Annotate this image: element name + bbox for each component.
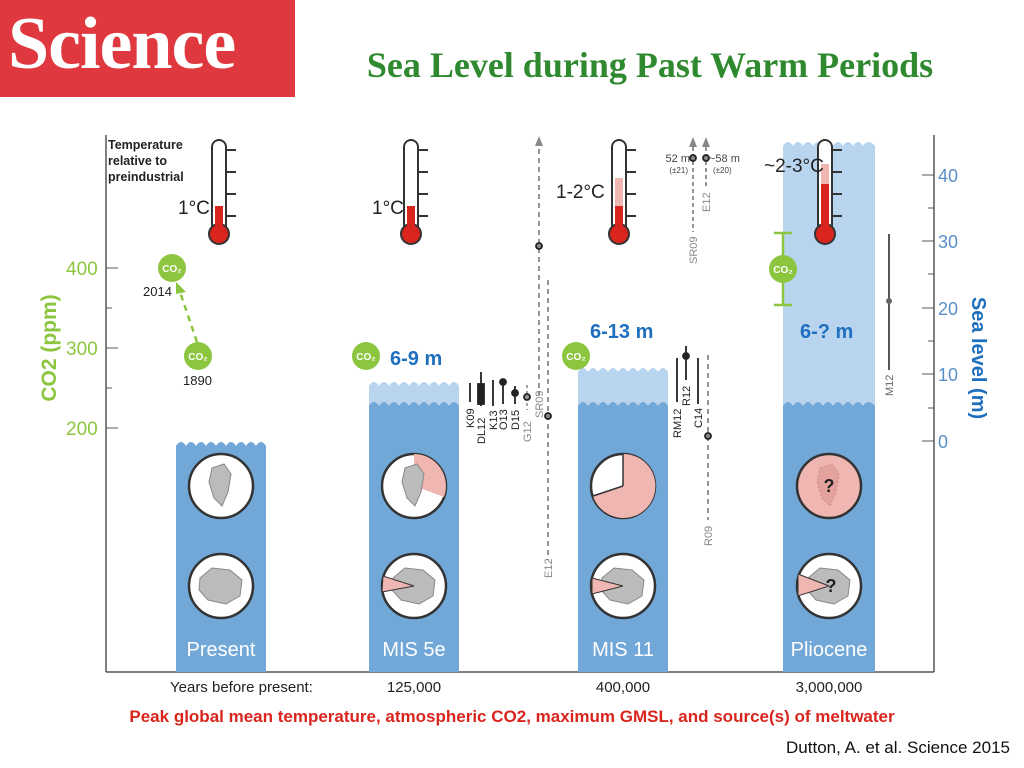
sea-tick-0: 0 xyxy=(938,432,948,452)
sea-tick-30: 30 xyxy=(938,232,958,252)
svg-text:O13: O13 xyxy=(498,409,510,430)
mis5e-source-labels: K09 DL12 K13 O13 D15 G12 SR09 E12 xyxy=(465,390,555,578)
pliocene-sea-level: 6-? m xyxy=(800,321,853,343)
greenland-question: ? xyxy=(824,476,835,496)
svg-text:R12: R12 xyxy=(681,386,693,406)
co2-badge xyxy=(352,342,380,370)
co2-year-2014: 2014 xyxy=(143,284,172,299)
svg-text:SR09: SR09 xyxy=(534,390,546,418)
mis11-water xyxy=(578,402,668,672)
column-pliocene: ? ? Pliocene ~2-3°C CO₂ 6-? m 3,000,000 … xyxy=(764,139,896,696)
svg-text:E12: E12 xyxy=(543,558,555,578)
co2-axis: 400 300 200 CO2 (ppm) xyxy=(38,259,118,440)
off-scale-err-1: (±21) xyxy=(669,166,688,175)
mis5e-sea-level: 6-9 m xyxy=(390,348,442,370)
logo-text: Science xyxy=(8,3,236,85)
svg-text:D15: D15 xyxy=(510,410,522,430)
svg-text:RM12: RM12 xyxy=(672,409,684,438)
co2-tick-400: 400 xyxy=(66,259,98,280)
co2-tick-200: 200 xyxy=(66,419,98,440)
sea-tick-10: 10 xyxy=(938,365,958,385)
off-scale-value-2: ~58 m xyxy=(709,153,740,165)
years-before-present-label: Years before present: xyxy=(170,679,313,696)
svg-text:C14: C14 xyxy=(693,408,705,428)
mis5e-label: MIS 5e xyxy=(382,639,445,661)
mis5e-temp: 1°C xyxy=(372,198,404,219)
off-scale-value-1: 52 m xyxy=(666,153,690,165)
temp-caption-line-3: preindustrial xyxy=(108,170,184,184)
thermometer-icon xyxy=(608,139,636,245)
slide-title: Sea Level during Past Warm Periods xyxy=(366,45,934,85)
svg-text:R09: R09 xyxy=(703,526,715,546)
svg-text:CO₂: CO₂ xyxy=(356,352,375,363)
present-temp: 1°C xyxy=(178,198,210,219)
svg-text:SR09: SR09 xyxy=(688,236,700,264)
mis11-source-labels: RM12 R12 C14 R09 SR09 E12 xyxy=(672,192,715,546)
pliocene-co2-range: CO₂ xyxy=(769,231,797,307)
thermometer-icon xyxy=(208,139,236,245)
mis11-temp: 1-2°C xyxy=(556,182,605,203)
off-scale-err-2: (±20) xyxy=(713,166,732,175)
column-mis11: MIS 11 1-2°C CO₂ 6-13 m 400,000 xyxy=(556,137,740,696)
thermometer-icon xyxy=(400,139,428,245)
figure-caption: Peak global mean temperature, atmospheri… xyxy=(129,707,895,726)
sea-tick-40: 40 xyxy=(938,166,958,186)
co2-badge-2014 xyxy=(158,254,186,282)
co2-tick-300: 300 xyxy=(66,339,98,360)
svg-text:CO₂: CO₂ xyxy=(773,265,792,276)
sea-tick-20: 20 xyxy=(938,299,958,319)
svg-text:CO₂: CO₂ xyxy=(188,352,207,363)
co2-year-1890: 1890 xyxy=(183,373,212,388)
column-present: Present 1°C CO₂ 2014 CO₂ 1890 xyxy=(143,139,266,672)
pliocene-source-label: M12 xyxy=(884,375,896,396)
svg-text:CO₂: CO₂ xyxy=(566,352,585,363)
thermometer-icon xyxy=(814,139,842,245)
svg-text:K13: K13 xyxy=(488,410,500,430)
mis11-sea-level: 6-13 m xyxy=(590,321,653,343)
pliocene-temp: ~2-3°C xyxy=(764,156,824,177)
svg-text:E12: E12 xyxy=(701,192,713,212)
temp-caption-line-2: relative to xyxy=(108,154,167,168)
temperature-caption: Temperature relative to preindustrial xyxy=(108,138,184,184)
science-logo: Science xyxy=(0,0,295,97)
antarctica-question: ? xyxy=(826,576,837,596)
sea-axis-label: Sea level (m) xyxy=(967,297,989,419)
mis5e-water xyxy=(369,402,459,672)
co2-badge xyxy=(562,342,590,370)
pliocene-water xyxy=(783,402,875,672)
sea-level-figure: 400 300 200 CO2 (ppm) 40 30 20 10 0 Sea … xyxy=(38,135,989,696)
mis11-label: MIS 11 xyxy=(592,639,654,661)
svg-text:CO₂: CO₂ xyxy=(162,264,181,275)
sea-level-axis: 40 30 20 10 0 Sea level (m) xyxy=(922,166,989,452)
citation: Dutton, A. et al. Science 2015 xyxy=(786,738,1010,757)
svg-text:DL12: DL12 xyxy=(476,418,488,444)
co2-axis-label: CO2 (ppm) xyxy=(38,294,61,401)
pliocene-label: Pliocene xyxy=(791,639,868,661)
mis5e-source-bars xyxy=(469,136,552,560)
svg-text:G12: G12 xyxy=(522,421,534,442)
pliocene-years: 3,000,000 xyxy=(796,679,863,696)
mis11-years: 400,000 xyxy=(596,679,650,696)
co2-badge-1890 xyxy=(184,342,212,370)
svg-text:K09: K09 xyxy=(465,408,477,428)
co2-trend-arrow xyxy=(178,291,199,343)
column-mis5e: MIS 5e 1°C CO₂ 6-9 m 125,000 xyxy=(352,136,555,696)
present-label: Present xyxy=(187,639,256,661)
mis5e-years: 125,000 xyxy=(387,679,441,696)
mis11-source-bars xyxy=(676,137,712,520)
temp-caption-line-1: Temperature xyxy=(108,138,183,152)
